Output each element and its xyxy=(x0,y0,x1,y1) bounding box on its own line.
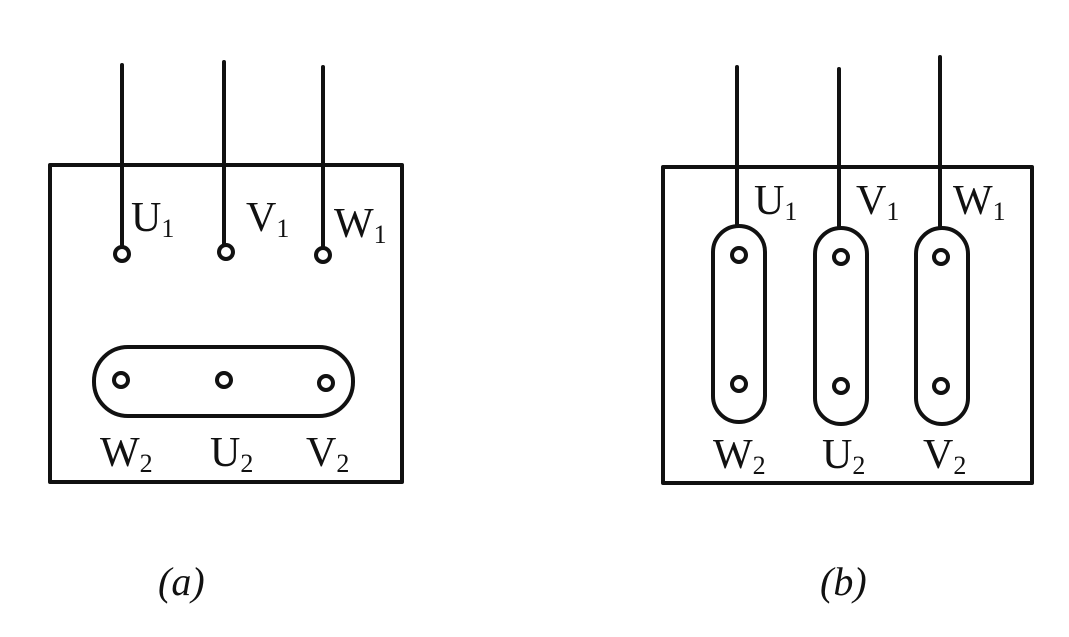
terminal-label-b-w2: W2 xyxy=(713,432,766,480)
caption-a: (a) xyxy=(158,559,205,604)
terminal-post-b-u1 xyxy=(730,246,748,264)
terminal-post-a-w2 xyxy=(112,371,130,389)
terminal-label-a-v1: V1 xyxy=(246,195,289,243)
terminal-label-a-u2: U2 xyxy=(210,430,253,478)
terminal-post-a-u1 xyxy=(113,245,131,263)
terminal-post-b-v2 xyxy=(932,377,950,395)
terminal-post-b-w1 xyxy=(932,248,950,266)
terminal-label-a-v2: V2 xyxy=(306,430,349,478)
terminal-label-b-v1: V1 xyxy=(856,178,899,226)
terminal-box-b xyxy=(661,165,1034,485)
terminal-label-b-w1: W1 xyxy=(953,178,1006,226)
terminal-label-a-w2: W2 xyxy=(100,430,153,478)
terminal-post-a-v1 xyxy=(217,243,235,261)
delta-jumper-b-1 xyxy=(711,224,767,424)
star-jumper-a xyxy=(92,345,355,418)
terminal-label-b-u2: U2 xyxy=(822,432,865,480)
terminal-label-a-w1: W1 xyxy=(334,201,387,249)
terminal-label-b-u1: U1 xyxy=(754,178,797,226)
terminal-post-a-v2 xyxy=(317,374,335,392)
caption-b: (b) xyxy=(820,559,867,604)
panel-a xyxy=(48,60,404,484)
terminal-label-a-u1: U1 xyxy=(131,195,174,243)
terminal-label-b-v2: V2 xyxy=(923,432,966,480)
terminal-post-b-u2 xyxy=(832,377,850,395)
terminal-post-a-w1 xyxy=(314,246,332,264)
panel-b xyxy=(661,55,1034,485)
terminal-post-a-u2 xyxy=(215,371,233,389)
terminal-post-b-w2 xyxy=(730,375,748,393)
delta-jumper-b-2 xyxy=(813,226,869,426)
delta-jumper-b-3 xyxy=(914,226,970,426)
terminal-post-b-v1 xyxy=(832,248,850,266)
